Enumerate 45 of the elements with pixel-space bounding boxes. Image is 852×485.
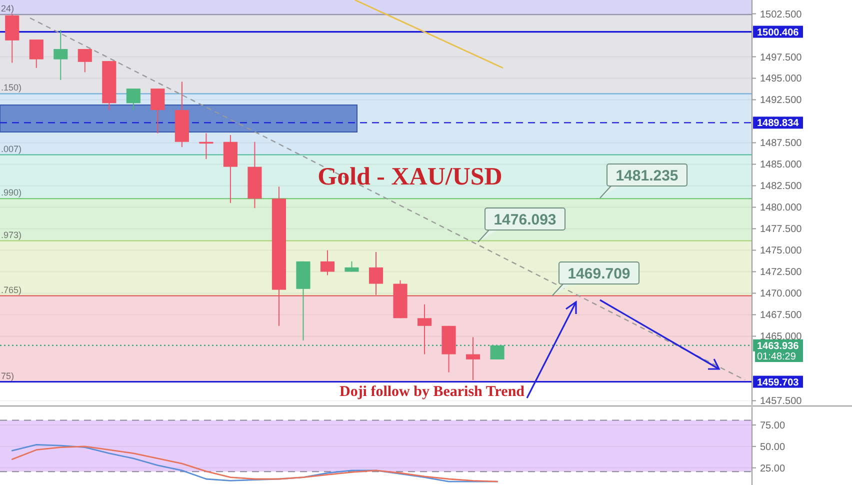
annotation: 1481.235 bbox=[616, 167, 678, 184]
y-tick-label: 1472.500 bbox=[760, 267, 802, 278]
y-tick-label: 1497.500 bbox=[760, 52, 802, 64]
candlestick bbox=[466, 336, 480, 381]
ref-line-label: 1500.406 bbox=[757, 27, 800, 38]
band-label: .765) bbox=[1, 284, 22, 295]
candlestick bbox=[78, 48, 92, 73]
y-tick-label: 50.00 bbox=[760, 442, 786, 453]
annotation: Doji follow by Bearish Trend bbox=[339, 384, 526, 400]
y-tick-label: 1492.500 bbox=[760, 95, 802, 106]
y-tick-label: 1465.000 bbox=[760, 332, 802, 343]
candlestick bbox=[368, 251, 384, 296]
y-tick-label: 1482.500 bbox=[760, 181, 802, 192]
band-label: .007) bbox=[1, 144, 22, 154]
annotation: 1476.093 bbox=[494, 211, 556, 228]
y-tick-label: 1485.000 bbox=[760, 160, 802, 171]
candlestick bbox=[150, 88, 165, 134]
y-tick-label: 75.00 bbox=[760, 420, 786, 432]
y-tick-label: 1487.500 bbox=[760, 138, 802, 150]
y-tick-label: 1470.000 bbox=[760, 288, 802, 300]
candlestick bbox=[320, 250, 335, 276]
band-label: .150) bbox=[1, 82, 22, 93]
annotation: 1469.709 bbox=[568, 265, 630, 282]
ref-line-label: 1459.703 bbox=[757, 377, 800, 388]
y-tick-label: 25.00 bbox=[760, 463, 786, 474]
candlestick bbox=[126, 88, 140, 111]
band-label: 24) bbox=[1, 4, 14, 14]
text: 01:48:29 bbox=[757, 352, 796, 362]
candlestick bbox=[29, 39, 44, 68]
y-tick-label: 1477.500 bbox=[760, 224, 802, 236]
y-tick-label: 1457.500 bbox=[760, 396, 802, 408]
ref-line-label: 1463.936 bbox=[757, 340, 800, 352]
y-tick-label: 1502.500 bbox=[760, 9, 802, 20]
y-tick-label: 1495.000 bbox=[760, 74, 802, 85]
candlestick bbox=[490, 344, 504, 360]
band-label: .973) bbox=[1, 230, 22, 240]
candlestick bbox=[417, 304, 432, 355]
y-tick-label: 1480.000 bbox=[760, 202, 802, 214]
text: Gold - XAU/USD bbox=[318, 163, 502, 190]
y-tick-label: 1475.000 bbox=[760, 246, 802, 257]
ref-line-label: 1489.834 bbox=[757, 118, 800, 130]
candlestick bbox=[54, 30, 68, 80]
band-label: 75) bbox=[1, 370, 14, 381]
band-label: .990) bbox=[1, 188, 22, 198]
y-tick-label: 1467.500 bbox=[760, 310, 802, 322]
